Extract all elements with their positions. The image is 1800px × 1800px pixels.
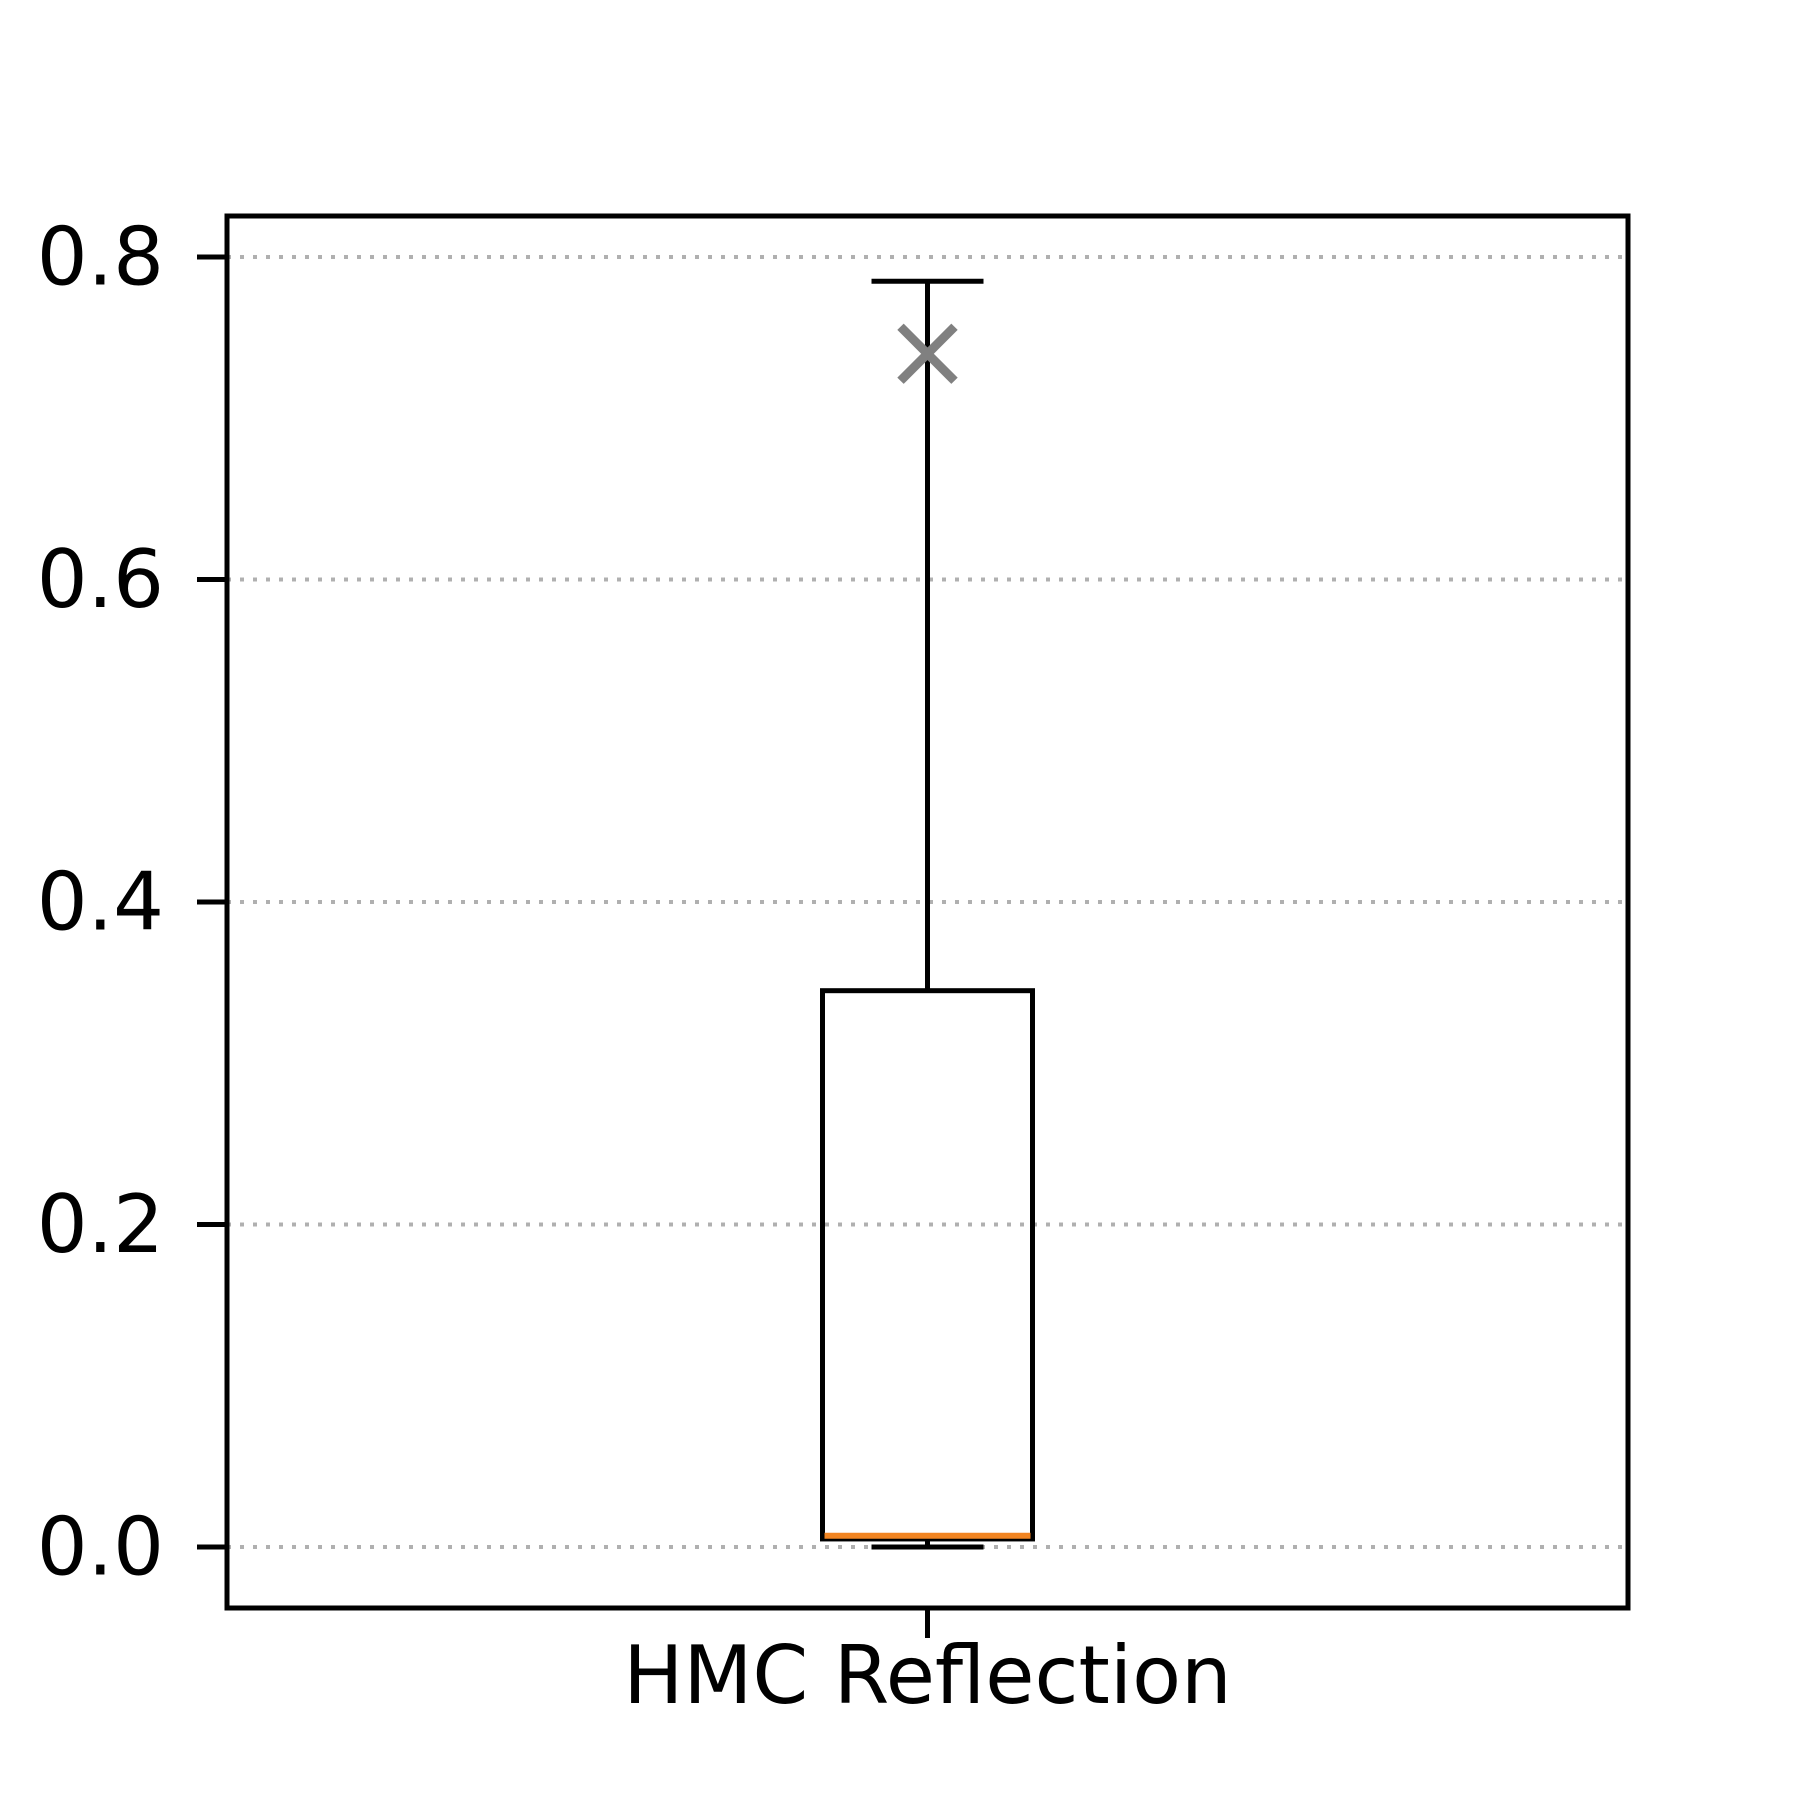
iqr-box [820,988,1035,1542]
y-tick-label: 0.2 [37,1178,164,1271]
x-tick-label: HMC Reflection [623,1629,1232,1722]
mean-marker-stroke [897,323,958,384]
axis-ticks: 0.0 0.2 0.4 0.6 0.8 HMC Reflection [37,211,1232,1723]
y-tick-label: 0.6 [37,533,164,626]
x-icon [897,323,958,384]
box-layer [820,278,1035,1550]
y-tick-label: 0.0 [37,1501,164,1594]
y-tick-label: 0.8 [37,211,164,304]
y-tick-label: 0.4 [37,856,164,949]
